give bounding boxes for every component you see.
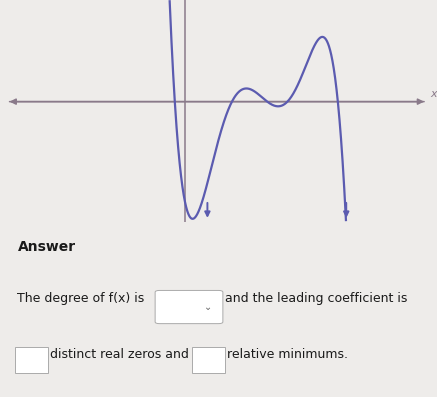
Text: The degree of f(x) is: The degree of f(x) is: [17, 292, 145, 305]
FancyBboxPatch shape: [155, 291, 223, 324]
FancyBboxPatch shape: [15, 347, 48, 374]
Text: ⌄: ⌄: [204, 302, 212, 312]
Text: and the leading coefficient is: and the leading coefficient is: [225, 292, 407, 305]
FancyBboxPatch shape: [192, 347, 225, 374]
Text: Answer: Answer: [17, 240, 76, 254]
Text: distinct real zeros and: distinct real zeros and: [50, 348, 189, 361]
Text: relative minimums.: relative minimums.: [227, 348, 348, 361]
Text: x: x: [430, 89, 437, 99]
